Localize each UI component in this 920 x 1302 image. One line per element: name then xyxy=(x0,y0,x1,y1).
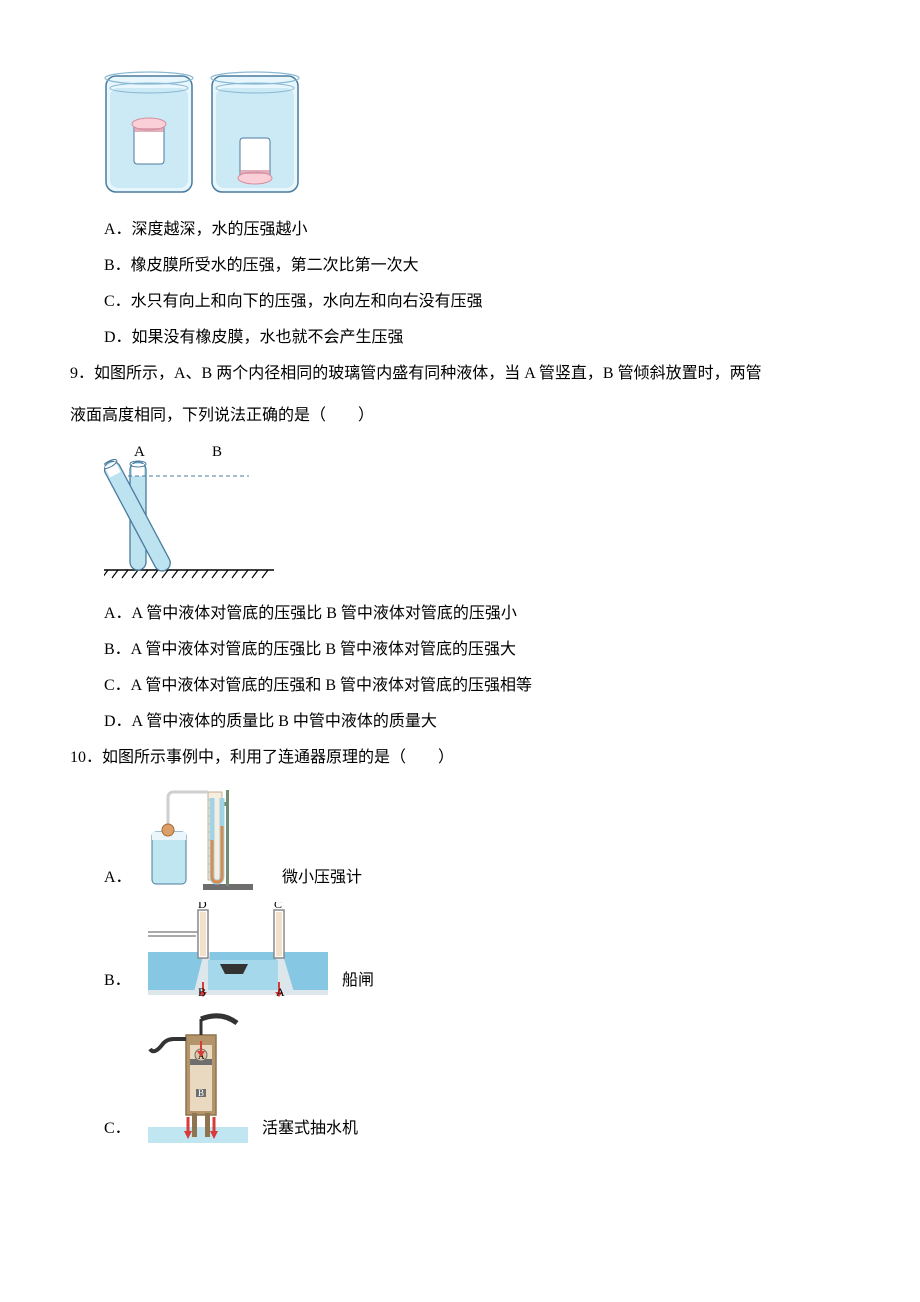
q9-option-c: C．A 管中液体对管底的压强和 B 管中液体对管底的压强相等 xyxy=(104,670,850,702)
q10-a-svg xyxy=(148,784,268,894)
q9-label-b: B xyxy=(212,444,222,460)
svg-text:A: A xyxy=(276,985,285,997)
q10-b-label: B． xyxy=(104,965,134,997)
q10-a-caption: 微小压强计 xyxy=(282,862,362,894)
svg-text:B: B xyxy=(198,985,206,997)
q10-c-label: C． xyxy=(104,1113,134,1145)
q10-option-b: B． D C B A 船闸 xyxy=(104,902,850,997)
q10-a-label: A． xyxy=(104,862,134,894)
q10-option-a: A． 微小压强计 xyxy=(104,784,850,894)
svg-text:B: B xyxy=(198,1088,204,1098)
q8-svg xyxy=(104,70,314,198)
q9-stem-line2: 液面高度相同，下列说法正确的是（ ） xyxy=(70,400,850,432)
q8-option-c: C．水只有向上和向下的压强，水向左和向右没有压强 xyxy=(104,286,850,318)
q10-b-svg: D C B A xyxy=(148,902,328,997)
svg-text:C: C xyxy=(274,902,282,911)
q8-option-b: B．橡皮膜所受水的压强，第二次比第一次大 xyxy=(104,250,850,282)
q8-figure xyxy=(104,70,850,198)
q9-option-b: B．A 管中液体对管底的压强比 B 管中液体对管底的压强大 xyxy=(104,634,850,666)
q10-stem: 10．如图所示事例中，利用了连通器原理的是（ ） xyxy=(70,742,850,774)
q9-svg: A B xyxy=(104,442,274,582)
q10-c-caption: 活塞式抽水机 xyxy=(262,1113,358,1145)
q8-option-a: A．深度越深，水的压强越小 xyxy=(104,214,850,246)
q9-figure: A B xyxy=(104,442,850,582)
q10-c-svg: A B xyxy=(148,1005,248,1145)
q9-option-a: A．A 管中液体对管底的压强比 B 管中液体对管底的压强小 xyxy=(104,598,850,630)
q9-option-d: D．A 管中液体的质量比 B 中管中液体的质量大 xyxy=(104,706,850,738)
q9-stem-line1: 9．如图所示，A、B 两个内径相同的玻璃管内盛有同种液体，当 A 管竖直，B 管… xyxy=(70,358,850,390)
q8-option-d: D．如果没有橡皮膜，水也就不会产生压强 xyxy=(104,322,850,354)
q9-label-a: A xyxy=(134,444,145,460)
q10-option-c: C． A B 活塞式抽水机 xyxy=(104,1005,850,1145)
svg-text:D: D xyxy=(198,902,207,911)
q10-b-caption: 船闸 xyxy=(342,965,374,997)
